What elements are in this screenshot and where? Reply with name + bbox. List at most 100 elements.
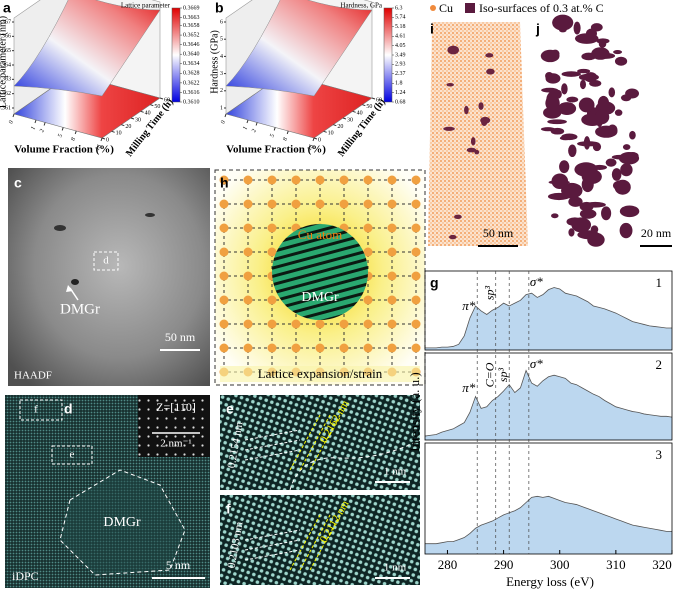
blob — [551, 173, 569, 190]
surface — [13, 0, 161, 97]
cu-atom — [315, 175, 325, 185]
spectrum-area — [425, 287, 672, 350]
y-tick — [352, 110, 356, 113]
x-tick-label: 16 — [95, 144, 103, 152]
cu-atom — [243, 319, 253, 329]
cu-atom — [291, 343, 301, 353]
z-tick-label: 6 — [220, 19, 223, 25]
y-tick-label: 30 — [135, 117, 141, 123]
z-tick-label: 0.362 — [0, 91, 11, 97]
cu-atom — [339, 175, 349, 185]
y-tick — [342, 117, 347, 120]
spectrum-area — [425, 496, 672, 554]
z-tick-label: 4 — [220, 54, 223, 60]
y-tick — [371, 97, 376, 100]
y-tick-label: 30 — [347, 117, 353, 123]
blob — [443, 126, 455, 131]
blob — [620, 163, 633, 177]
cu-atom — [267, 223, 277, 233]
x-tick — [12, 113, 15, 118]
blob — [578, 97, 595, 113]
blob — [580, 209, 595, 215]
pore — [145, 213, 155, 217]
cu-atom — [291, 199, 301, 209]
blob — [589, 79, 602, 87]
spectrum-line — [425, 495, 672, 545]
colorbar — [383, 7, 393, 103]
blob — [611, 154, 628, 160]
cu-atom — [243, 223, 253, 233]
cu-atom — [411, 271, 421, 281]
colorbar-tick-label: 0.3658 — [183, 23, 200, 29]
blob — [557, 102, 577, 116]
zoom-box — [19, 399, 63, 421]
y-tick — [150, 104, 154, 107]
cu-atom — [315, 343, 325, 353]
x-tick — [100, 137, 103, 142]
blob — [607, 124, 618, 137]
plot-frame — [424, 270, 673, 351]
z-axis-label: Lattice parameter (nm) — [0, 16, 8, 108]
spectrum-line — [424, 369, 673, 437]
zone-axis: Z=[11̄0] — [156, 400, 196, 414]
dmgr-core — [272, 224, 368, 320]
cu-atom — [219, 343, 229, 353]
x-tick-label: 8 — [282, 137, 289, 143]
cu-atom — [243, 271, 253, 281]
peak-label: π* — [462, 298, 476, 313]
legend-label: Cu — [439, 1, 453, 15]
cu-atom — [243, 295, 253, 305]
cu-atom — [219, 295, 229, 305]
blob — [478, 102, 484, 110]
cu-atom — [267, 319, 277, 329]
colorbar-tick-label: 6.3 — [395, 5, 403, 11]
cu-atom — [267, 343, 277, 353]
blob — [550, 127, 565, 135]
cu-atom — [291, 319, 301, 329]
blob — [578, 73, 599, 81]
y-tick — [313, 137, 318, 140]
blob — [620, 94, 632, 102]
scale-label: 5 nm — [166, 558, 191, 572]
blob — [447, 45, 459, 55]
peak-label: C=O — [482, 362, 496, 387]
cu-atom — [339, 199, 349, 209]
y-tick — [323, 130, 327, 133]
y-tick-label: 20 — [125, 124, 131, 130]
colorbar-tick-label: 1.24 — [395, 90, 406, 96]
core-label: DMGr — [301, 290, 339, 305]
cu-atom — [411, 223, 421, 233]
z-tick-label: 0.361 — [0, 105, 11, 111]
x-tick — [224, 113, 227, 118]
colorbar-tick-label: 0.3634 — [183, 61, 200, 67]
x-tick — [255, 122, 258, 126]
blob — [577, 68, 591, 74]
y-tick-label: 10 — [328, 131, 334, 137]
blob — [608, 87, 616, 98]
zoom-box — [93, 251, 119, 271]
y-tick — [101, 137, 106, 140]
blob — [619, 222, 633, 239]
cu-atom — [363, 247, 373, 257]
feature-label: DMGr — [103, 515, 141, 530]
cu-atom — [411, 319, 421, 329]
z-tick-label: 2 — [220, 88, 223, 94]
y-axis-label: Intensity (a. u.) — [407, 372, 422, 451]
cu-atom — [411, 199, 421, 209]
z-tick-label: 0.367 — [0, 19, 11, 25]
blob — [611, 168, 622, 181]
blob — [485, 53, 494, 58]
hr-image — [220, 395, 420, 490]
cu-atom — [339, 343, 349, 353]
x-tick-label: 8 — [70, 137, 77, 143]
y-tick — [362, 104, 366, 107]
x-axis-label: Volume Fraction (%) — [226, 144, 326, 156]
x-tick — [34, 119, 37, 124]
x-tick-label: 5 — [57, 133, 64, 139]
blob — [561, 133, 578, 141]
series-label: 3 — [656, 447, 663, 462]
pore — [71, 279, 79, 285]
series-label: 1 — [656, 275, 663, 290]
cu-atom — [219, 247, 229, 257]
x-tick-label: 2 — [251, 128, 258, 134]
